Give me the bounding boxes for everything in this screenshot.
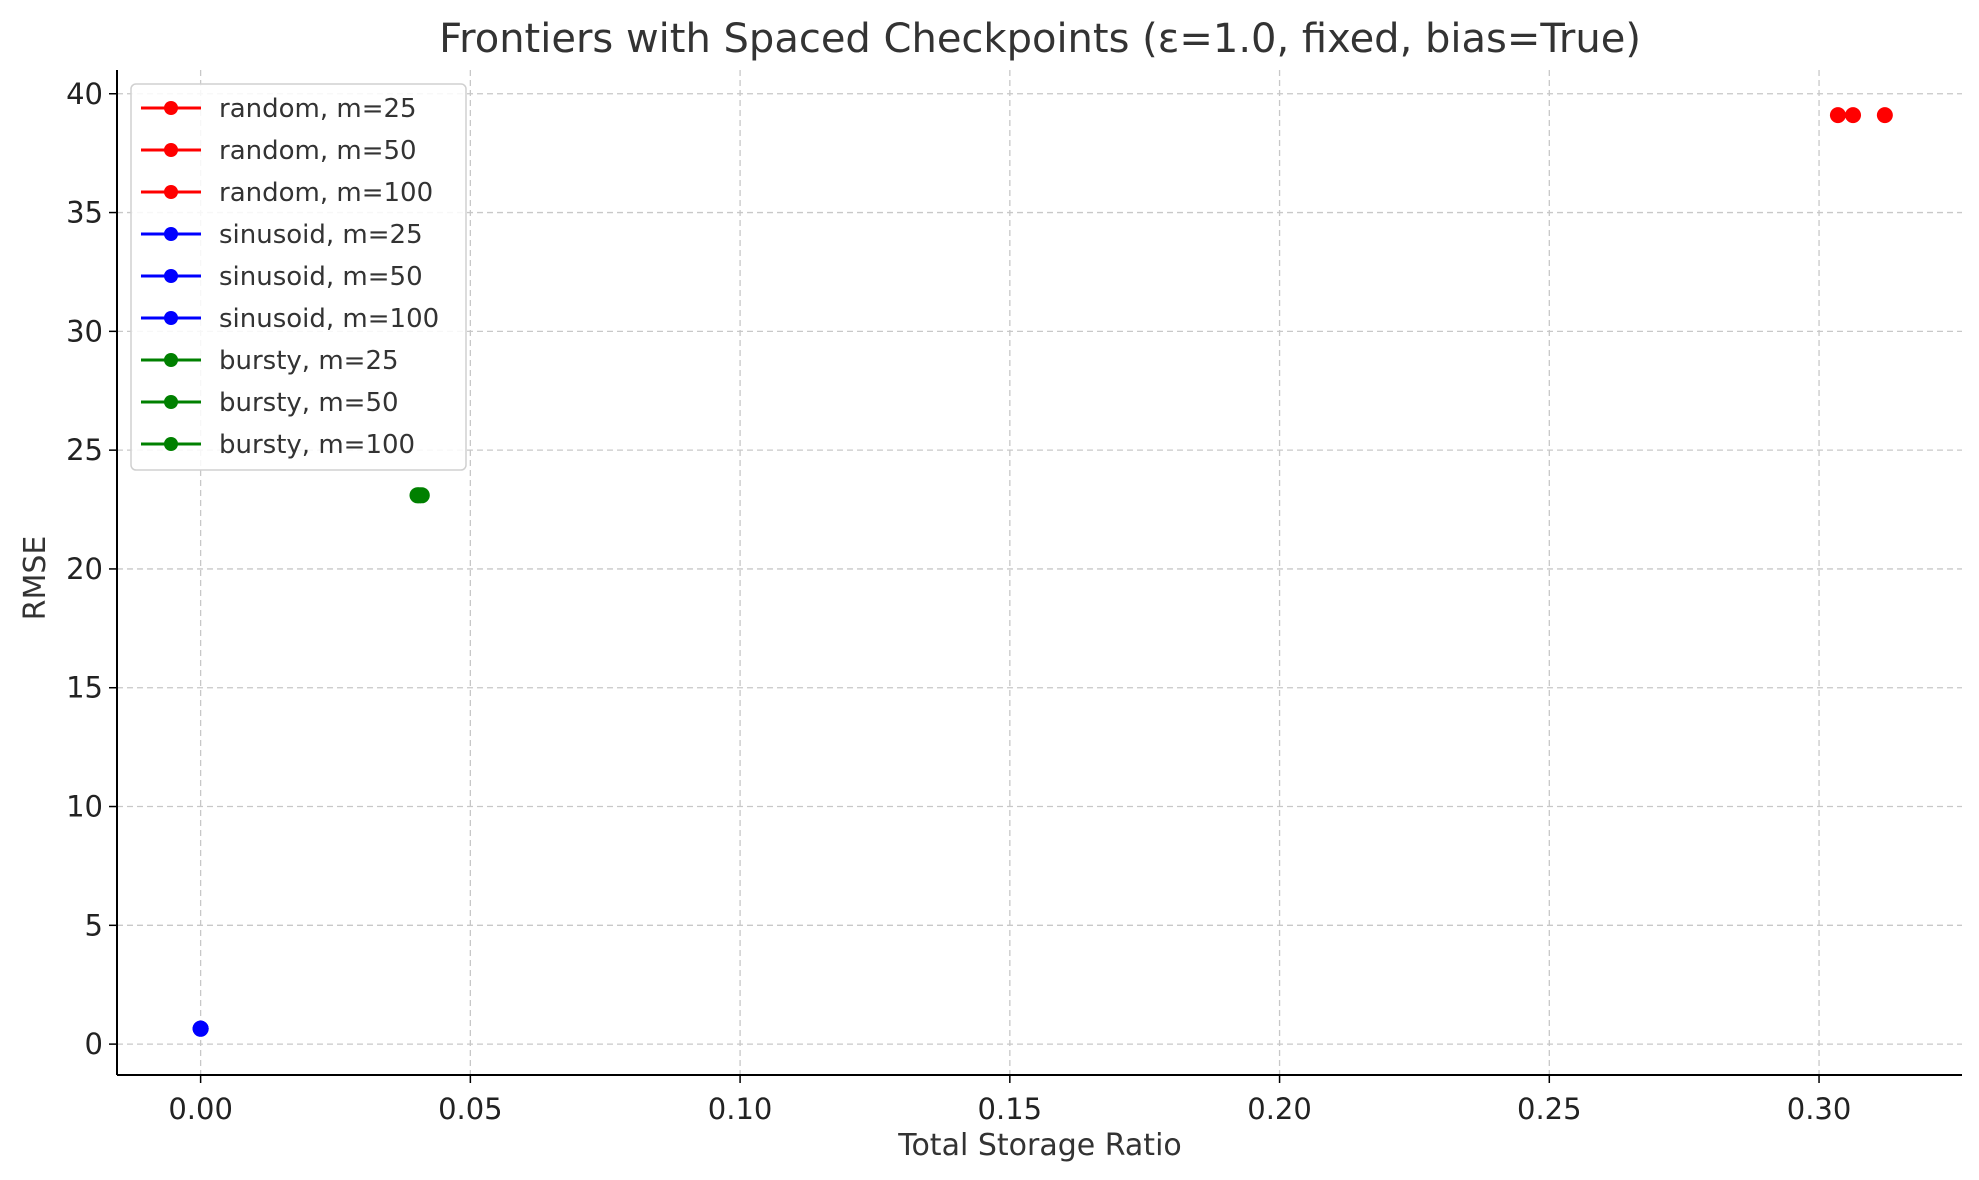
x-axis-ticks: 0.00 0.05 0.10 0.15 0.20 0.25 0.30 xyxy=(168,1075,1851,1126)
legend-box xyxy=(130,83,467,471)
y-tick-label: 30 xyxy=(66,314,103,348)
y-tick-label: 20 xyxy=(66,552,103,586)
x-tick-label: 0.20 xyxy=(1247,1092,1312,1126)
y-tick-label: 10 xyxy=(66,790,103,824)
axes xyxy=(116,70,1962,1076)
legend-marker xyxy=(164,437,178,451)
legend-entry: bursty, m=100 xyxy=(141,430,415,460)
y-tick-label: 15 xyxy=(66,671,103,705)
y-axis-ticks: 0 5 10 15 20 25 30 35 40 xyxy=(66,77,117,1061)
legend-entry: sinusoid, m=50 xyxy=(141,262,423,292)
x-tick-label: 0.30 xyxy=(1787,1092,1852,1126)
data-points xyxy=(192,107,1893,1037)
x-tick-label: 0.25 xyxy=(1517,1092,1582,1126)
x-tick-label: 0.00 xyxy=(168,1092,233,1126)
legend-entry: random, m=25 xyxy=(141,94,417,124)
legend: random, m=25 random, m=50 random, m=100 sin… xyxy=(130,83,467,471)
legend-label: sinusoid, m=50 xyxy=(219,262,423,292)
data-point xyxy=(192,1020,209,1037)
y-tick-label: 0 xyxy=(85,1027,103,1061)
legend-marker xyxy=(164,269,178,283)
legend-entry: sinusoid, m=25 xyxy=(141,220,423,250)
data-point xyxy=(1829,107,1846,124)
legend-marker xyxy=(164,227,178,241)
legend-label: random, m=100 xyxy=(219,178,433,208)
x-axis-label: Total Storage Ratio xyxy=(897,1128,1182,1163)
legend-marker xyxy=(164,395,178,409)
y-tick-label: 40 xyxy=(66,77,103,111)
legend-entry: bursty, m=25 xyxy=(141,346,399,376)
legend-marker xyxy=(164,101,178,115)
y-axis-label: RMSE xyxy=(18,536,53,621)
legend-label: bursty, m=25 xyxy=(219,346,399,376)
legend-entry: sinusoid, m=100 xyxy=(141,304,439,334)
x-tick-label: 0.05 xyxy=(438,1092,503,1126)
data-point xyxy=(1845,107,1862,124)
data-point xyxy=(1876,107,1893,124)
grid xyxy=(117,70,1962,1075)
data-point xyxy=(413,487,430,504)
legend-label: random, m=25 xyxy=(219,94,417,124)
x-tick-label: 0.15 xyxy=(978,1092,1043,1126)
legend-entry: bursty, m=50 xyxy=(141,388,399,418)
chart-title: Frontiers with Spaced Checkpoints (ε=1.0… xyxy=(439,16,1641,62)
legend-label: random, m=50 xyxy=(219,136,417,166)
y-tick-label: 35 xyxy=(66,196,103,230)
legend-marker xyxy=(164,185,178,199)
legend-marker xyxy=(164,143,178,157)
legend-label: bursty, m=100 xyxy=(219,430,415,460)
legend-label: sinusoid, m=25 xyxy=(219,220,423,250)
y-tick-label: 25 xyxy=(66,433,103,467)
legend-label: sinusoid, m=100 xyxy=(219,304,439,334)
x-tick-label: 0.10 xyxy=(708,1092,773,1126)
legend-label: bursty, m=50 xyxy=(219,388,399,418)
y-tick-label: 5 xyxy=(85,908,103,942)
legend-marker xyxy=(164,353,178,367)
legend-entry: random, m=100 xyxy=(141,178,433,208)
legend-marker xyxy=(164,311,178,325)
legend-entry: random, m=50 xyxy=(141,136,417,166)
